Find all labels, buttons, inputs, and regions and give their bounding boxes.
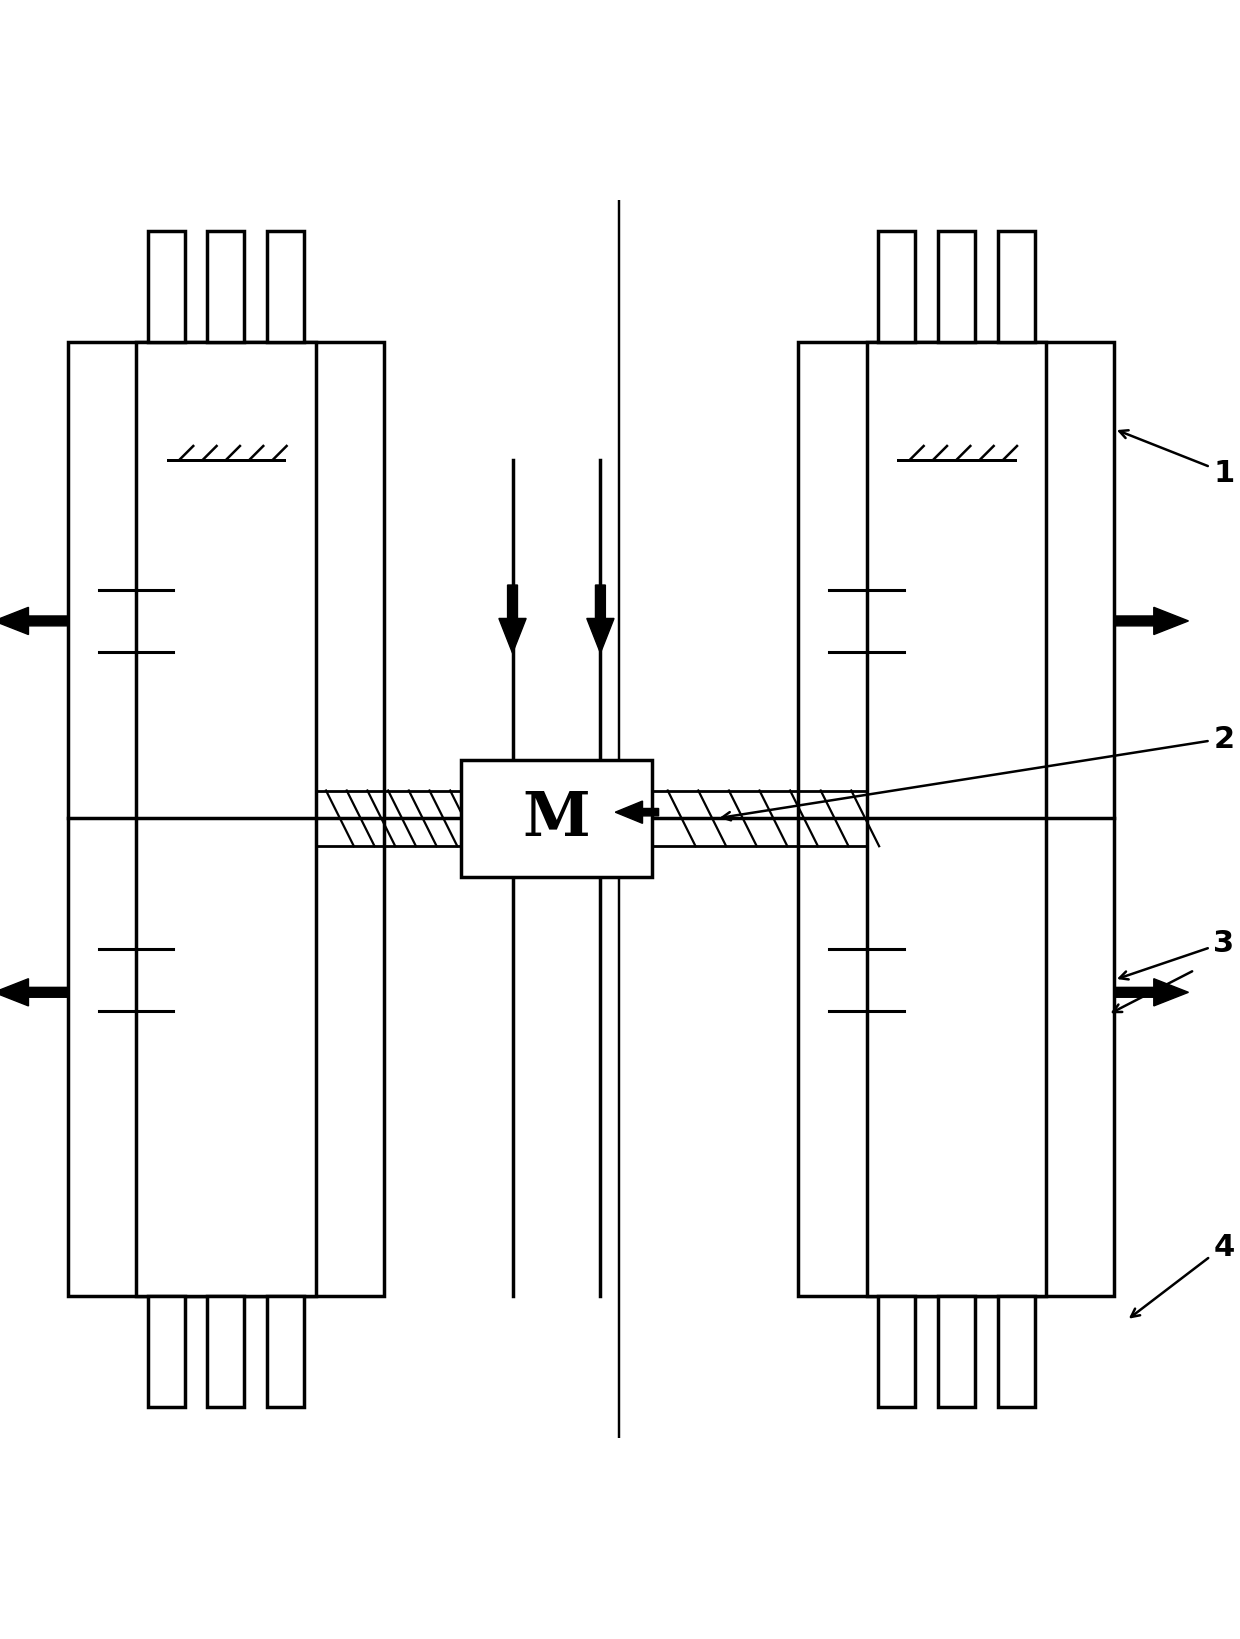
FancyArrow shape	[587, 585, 614, 654]
FancyArrow shape	[1115, 978, 1188, 1006]
FancyArrow shape	[0, 978, 68, 1006]
Text: M: M	[522, 788, 590, 849]
Bar	[207, 1296, 244, 1408]
Bar	[867, 343, 1047, 1296]
Text: 1: 1	[1120, 431, 1235, 487]
FancyArrow shape	[615, 801, 658, 824]
FancyArrow shape	[1115, 608, 1188, 636]
Bar	[937, 231, 975, 343]
Bar	[267, 1296, 304, 1408]
Bar	[267, 231, 304, 343]
Bar	[937, 1296, 975, 1408]
Bar	[878, 1296, 915, 1408]
Bar	[460, 760, 652, 877]
Text: 2: 2	[722, 724, 1234, 821]
Bar	[68, 343, 383, 1296]
Bar	[148, 1296, 185, 1408]
Bar	[207, 231, 244, 343]
Bar	[799, 343, 1115, 1296]
Text: 3: 3	[1120, 929, 1234, 980]
Bar	[148, 231, 185, 343]
Bar	[878, 231, 915, 343]
Bar	[998, 1296, 1034, 1408]
Bar	[136, 343, 316, 1296]
Text: 4: 4	[1131, 1233, 1235, 1318]
FancyArrow shape	[0, 608, 68, 636]
Bar	[998, 231, 1034, 343]
FancyArrow shape	[498, 585, 526, 654]
